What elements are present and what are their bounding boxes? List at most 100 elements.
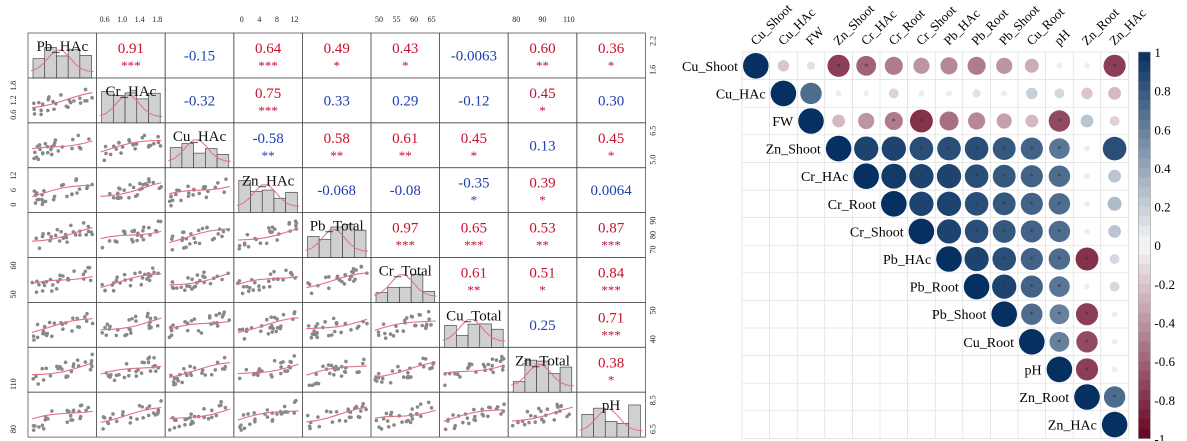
scatter-point: [141, 228, 145, 233]
scatter-point: [102, 158, 107, 163]
scatter-point: [331, 316, 336, 321]
correlation-circle: [1048, 248, 1071, 270]
histogram-bar: [399, 286, 412, 303]
top-tick-label: 12: [290, 15, 298, 24]
scatter-point: [50, 283, 55, 287]
scatter-point: [127, 195, 131, 200]
scatter-point: [32, 112, 37, 116]
correlation-value: 0.71: [598, 310, 624, 326]
colorbar-segment: [1138, 216, 1151, 227]
correlation-circle: [1019, 329, 1045, 355]
scatter-point: [347, 277, 352, 282]
scatter-point: [201, 186, 206, 191]
top-tick-label: 90: [539, 15, 547, 24]
smooth-line: [31, 362, 93, 376]
scatter-point: [491, 370, 496, 375]
histogram-bar: [559, 366, 573, 393]
scatter-point: [50, 334, 54, 339]
significance-mark: *: [1030, 283, 1034, 292]
scatter-point: [67, 409, 71, 414]
scatter-point: [206, 416, 211, 421]
variable-label: Cr_Total: [379, 264, 432, 280]
scatter-point: [88, 367, 93, 372]
scatter-point: [65, 240, 69, 244]
scatter-point: [147, 274, 151, 279]
scatter-point: [264, 241, 269, 246]
scatter-point: [156, 134, 160, 139]
correlation-value: 0.60: [529, 41, 555, 57]
histogram-bar: [512, 381, 526, 393]
scatter-point: [88, 278, 93, 283]
scatter-point: [192, 366, 197, 370]
correlation-circle: [1046, 356, 1073, 383]
scatter-point: [279, 360, 283, 365]
scatter-point: [239, 428, 244, 432]
scatter-point: [155, 411, 160, 416]
histogram-bar: [148, 92, 161, 124]
scatter-point: [83, 269, 88, 274]
correlation-circle: [992, 219, 1016, 243]
scatter-point: [409, 375, 413, 379]
scatter-point: [81, 272, 86, 277]
scatter-point: [270, 375, 274, 379]
scatter-point: [323, 320, 327, 324]
scatter-point: [266, 226, 271, 230]
correlation-circle: [825, 135, 852, 162]
scatter-point: [275, 238, 279, 242]
top-tick-label: 1.4: [135, 15, 145, 24]
significance-mark: *: [1085, 255, 1089, 264]
scatter-point: [170, 198, 175, 203]
scatter-point: [429, 406, 434, 410]
scatter-point: [42, 324, 47, 329]
left-tick-label: 50: [9, 290, 18, 298]
histogram-bar: [193, 152, 206, 169]
colorbar-segment: [1138, 235, 1151, 246]
colorbar-segment: [1138, 380, 1151, 391]
scatter-point: [172, 425, 177, 430]
scatter-point: [52, 194, 57, 199]
correlation-circle: [770, 80, 797, 107]
correlation-circle: [1109, 254, 1120, 264]
scatter-point: [545, 407, 550, 412]
scatter-point: [343, 321, 348, 326]
correlation-circle: [1102, 136, 1127, 161]
scatter-point: [188, 364, 192, 369]
histogram-bar: [318, 239, 332, 258]
scatter-point: [357, 370, 361, 374]
smooth-line: [100, 317, 162, 331]
colorbar-tick-label: -0.2: [1154, 277, 1175, 292]
histogram-bar: [79, 55, 92, 79]
significance-mark: *: [1057, 310, 1061, 319]
top-tick-label: 60: [410, 15, 418, 24]
scatter-point: [140, 276, 145, 280]
scatter-point: [32, 101, 36, 106]
scatter-point: [78, 101, 83, 105]
correlation-circle: [1001, 90, 1008, 97]
scatter-point: [31, 334, 36, 338]
scatter-point: [199, 331, 204, 335]
scatter-point: [292, 411, 296, 415]
scatter-point: [82, 315, 87, 319]
scatter-point: [42, 283, 47, 288]
scatter-point: [44, 366, 48, 371]
scatter-point: [44, 333, 49, 338]
row-label: Cu_Root: [963, 336, 1014, 351]
scatter-point: [537, 406, 541, 411]
correlation-value: 0.87: [598, 221, 625, 237]
scatter-point: [256, 373, 260, 378]
scatter-point: [443, 383, 447, 388]
row-label: Cu_HAc: [716, 87, 766, 102]
smooth-line: [31, 184, 93, 198]
row-label: Zn_HAc: [1048, 419, 1097, 434]
significance-stars: ***: [258, 58, 278, 73]
significance-mark: *: [1002, 172, 1006, 181]
scatter-point: [473, 414, 477, 419]
left-tick-label: 60: [9, 262, 18, 270]
correlation-circle: [1056, 62, 1063, 69]
significance-mark: *: [892, 117, 896, 126]
colorbar-segment: [1138, 119, 1151, 130]
significance-mark: *: [1113, 62, 1117, 71]
scatter-point: [242, 426, 247, 431]
scatter-point: [452, 426, 457, 431]
scatter-point: [64, 374, 69, 379]
